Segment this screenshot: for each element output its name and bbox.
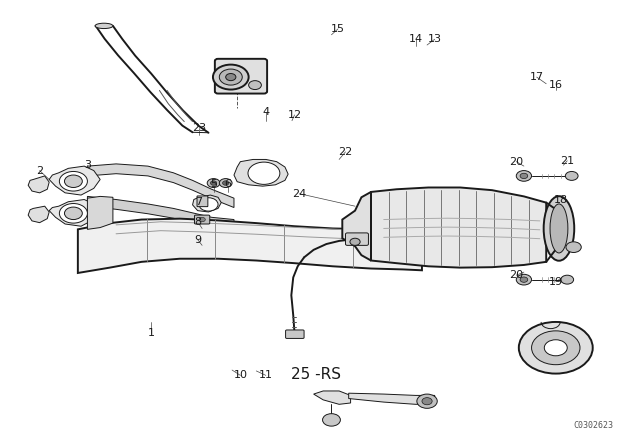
Text: 17: 17 bbox=[529, 72, 544, 82]
Text: 5: 5 bbox=[210, 179, 217, 189]
Text: 21: 21 bbox=[560, 156, 574, 166]
Ellipse shape bbox=[543, 196, 574, 261]
Circle shape bbox=[565, 172, 578, 181]
FancyBboxPatch shape bbox=[346, 233, 369, 246]
Text: 2: 2 bbox=[36, 166, 43, 176]
Text: 24: 24 bbox=[292, 189, 307, 199]
Text: 12: 12 bbox=[287, 110, 301, 120]
Circle shape bbox=[422, 398, 432, 405]
Polygon shape bbox=[78, 219, 422, 273]
Circle shape bbox=[220, 179, 232, 188]
Text: 18: 18 bbox=[554, 194, 568, 205]
Polygon shape bbox=[193, 195, 221, 212]
Text: 11: 11 bbox=[259, 370, 273, 380]
FancyBboxPatch shape bbox=[215, 59, 267, 94]
Text: 6: 6 bbox=[224, 179, 231, 189]
Circle shape bbox=[211, 181, 217, 185]
Polygon shape bbox=[342, 192, 371, 260]
Polygon shape bbox=[88, 164, 234, 207]
Circle shape bbox=[248, 162, 280, 185]
Text: 1: 1 bbox=[148, 328, 155, 338]
Circle shape bbox=[65, 207, 83, 220]
Circle shape bbox=[516, 171, 532, 181]
Circle shape bbox=[519, 322, 593, 374]
Polygon shape bbox=[49, 199, 100, 226]
Polygon shape bbox=[28, 176, 49, 193]
Circle shape bbox=[561, 275, 573, 284]
Text: 8: 8 bbox=[194, 217, 201, 227]
Circle shape bbox=[532, 331, 580, 365]
Text: 15: 15 bbox=[331, 24, 345, 34]
Circle shape bbox=[199, 198, 218, 211]
Ellipse shape bbox=[550, 204, 568, 253]
Text: 4: 4 bbox=[262, 107, 269, 117]
Circle shape bbox=[223, 181, 229, 185]
FancyBboxPatch shape bbox=[195, 215, 210, 224]
Circle shape bbox=[350, 238, 360, 246]
Polygon shape bbox=[88, 196, 234, 229]
Circle shape bbox=[226, 73, 236, 81]
Polygon shape bbox=[371, 188, 546, 267]
FancyBboxPatch shape bbox=[285, 330, 304, 338]
Polygon shape bbox=[234, 159, 288, 186]
Circle shape bbox=[544, 340, 567, 356]
Text: 14: 14 bbox=[408, 34, 422, 44]
Circle shape bbox=[213, 65, 248, 90]
Circle shape bbox=[520, 277, 528, 282]
Text: 13: 13 bbox=[428, 34, 442, 44]
Polygon shape bbox=[88, 196, 113, 229]
Ellipse shape bbox=[95, 23, 113, 29]
Text: 22: 22 bbox=[339, 147, 353, 157]
Text: 20: 20 bbox=[509, 157, 524, 167]
Circle shape bbox=[199, 217, 205, 222]
Text: C0302623: C0302623 bbox=[573, 421, 613, 430]
Polygon shape bbox=[349, 393, 435, 404]
Text: 7: 7 bbox=[195, 197, 202, 207]
Circle shape bbox=[65, 175, 83, 188]
Text: 3: 3 bbox=[84, 160, 91, 170]
FancyBboxPatch shape bbox=[197, 196, 208, 207]
Text: 10: 10 bbox=[234, 370, 247, 380]
Text: 20: 20 bbox=[509, 270, 524, 280]
Circle shape bbox=[566, 242, 581, 253]
Circle shape bbox=[248, 81, 261, 90]
Circle shape bbox=[417, 394, 437, 408]
Polygon shape bbox=[314, 391, 351, 404]
Circle shape bbox=[60, 203, 88, 223]
Circle shape bbox=[323, 414, 340, 426]
Polygon shape bbox=[28, 206, 49, 223]
Circle shape bbox=[220, 69, 243, 85]
Text: 9: 9 bbox=[194, 235, 201, 245]
Text: 19: 19 bbox=[548, 277, 563, 287]
Circle shape bbox=[207, 179, 220, 188]
Circle shape bbox=[516, 274, 532, 285]
Circle shape bbox=[60, 172, 88, 191]
Text: 23: 23 bbox=[192, 123, 206, 133]
Text: 25 -RS: 25 -RS bbox=[291, 367, 341, 382]
Polygon shape bbox=[49, 166, 100, 195]
Circle shape bbox=[520, 173, 528, 179]
Text: 16: 16 bbox=[548, 80, 563, 90]
